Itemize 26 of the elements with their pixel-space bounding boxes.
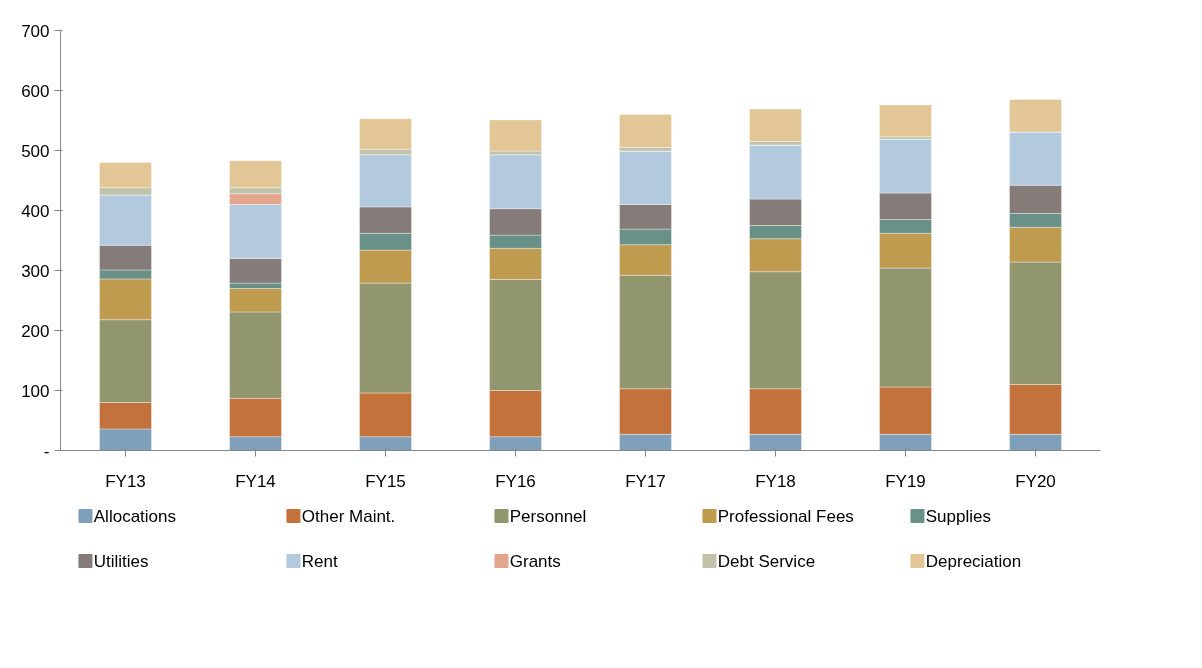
- y-tick-label: 600: [21, 81, 50, 101]
- y-tick-label: 500: [21, 141, 50, 161]
- y-tick-label: 100: [21, 381, 50, 401]
- legend-label: Utilities: [93, 551, 149, 571]
- x-tick-label: FY16: [495, 471, 536, 491]
- x-tick-label: FY18: [755, 471, 796, 491]
- x-tick-label: FY20: [1015, 471, 1056, 491]
- legend-label: Allocations: [93, 506, 176, 526]
- x-tick-label: FY15: [365, 471, 406, 491]
- x-tick-label: FY19: [885, 471, 926, 491]
- legend-label: Depreciation: [925, 551, 1022, 571]
- legend-label: Supplies: [925, 506, 991, 526]
- y-tick-label: 700: [21, 21, 50, 41]
- legend-label: Rent: [301, 551, 338, 571]
- legend-label: Other Maint.: [301, 506, 396, 526]
- y-tick-label: 200: [21, 321, 50, 341]
- legend-label: Debt Service: [717, 551, 816, 571]
- x-tick-label: FY14: [235, 471, 276, 491]
- x-tick-label: FY13: [105, 471, 146, 491]
- y-tick-label: 300: [21, 261, 50, 281]
- legend-label: Professional Fees: [717, 506, 854, 526]
- x-tick-label: FY17: [625, 471, 666, 491]
- y-tick-label: -: [43, 441, 50, 461]
- legend-label: Grants: [509, 551, 561, 571]
- legend-label: Personnel: [509, 506, 587, 526]
- y-tick-label: 400: [21, 201, 50, 221]
